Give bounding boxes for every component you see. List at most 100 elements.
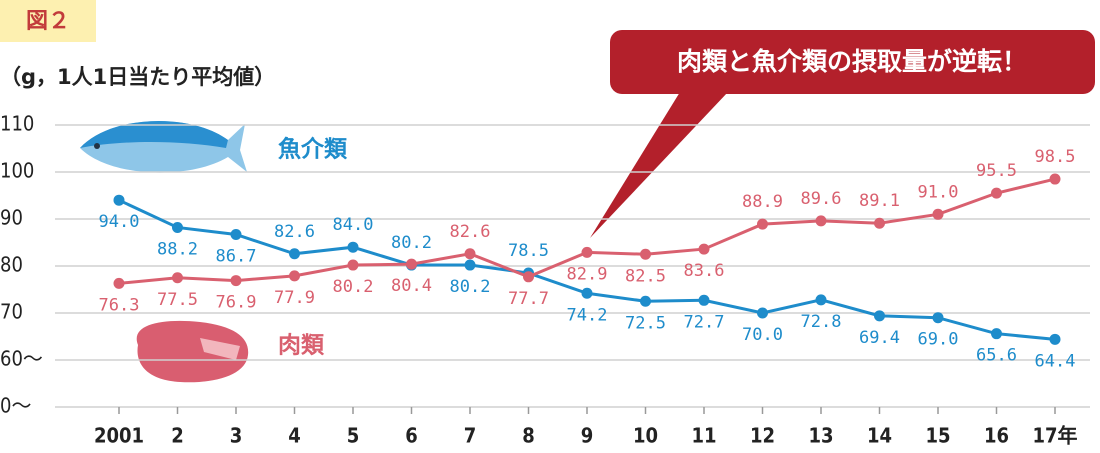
value-label: 95.5 <box>976 161 1017 181</box>
y-tick-label: 90 <box>0 206 23 230</box>
x-tick-label: 12 <box>750 424 775 448</box>
x-tick-label: 5 <box>347 424 360 448</box>
data-point <box>932 208 944 220</box>
value-label: 84.0 <box>333 215 374 235</box>
data-point <box>1049 333 1061 345</box>
value-label: 82.5 <box>625 266 666 286</box>
data-point <box>698 294 710 306</box>
y-tick-label: 100 <box>0 159 34 183</box>
value-label: 74.2 <box>567 305 608 325</box>
value-label: 76.9 <box>216 293 257 313</box>
value-label: 77.5 <box>157 290 198 310</box>
value-label: 94.0 <box>99 212 140 232</box>
data-point <box>932 312 944 324</box>
x-tick-label: 13 <box>808 424 833 448</box>
value-label: 65.6 <box>976 346 1017 366</box>
grid <box>55 124 1090 408</box>
data-point <box>757 218 768 230</box>
data-point <box>523 271 534 283</box>
fish-icon <box>80 120 247 173</box>
data-point <box>640 248 651 260</box>
value-label: 78.5 <box>508 241 549 261</box>
data-point <box>113 194 125 206</box>
value-label: 80.2 <box>450 277 491 297</box>
data-point <box>113 277 125 289</box>
value-label: 72.7 <box>684 312 725 332</box>
value-label: 82.6 <box>274 222 315 242</box>
y-tick-label: 80 <box>0 253 23 277</box>
value-label: 82.9 <box>567 264 608 284</box>
value-label: 89.1 <box>859 191 900 211</box>
data-point <box>347 259 359 271</box>
x-tick-label: 14 <box>867 424 892 448</box>
x-tick-label: 2 <box>171 424 184 448</box>
x-tick-label: 11 <box>691 424 716 448</box>
data-point <box>347 241 359 253</box>
y-tick-label: 70 <box>0 300 23 324</box>
y-tick-label: 0〜 <box>0 394 31 418</box>
data-point <box>874 217 885 229</box>
x-tick-label: 3 <box>230 424 243 448</box>
badge-bg <box>0 0 96 42</box>
value-label: 72.8 <box>801 312 842 332</box>
x-tick-label: 7 <box>464 424 477 448</box>
value-label: 69.0 <box>918 330 959 350</box>
x-tick-label: 4 <box>288 424 301 448</box>
value-label: 82.6 <box>450 222 491 242</box>
data-point <box>406 258 417 270</box>
value-label: 64.4 <box>1035 351 1076 371</box>
data-point <box>464 248 476 260</box>
value-label: 80.2 <box>333 277 374 297</box>
y-tick-label: 60〜 <box>0 347 43 371</box>
x-tick-label: 8 <box>522 424 535 448</box>
value-label: 91.0 <box>918 182 959 202</box>
value-label: 77.7 <box>508 289 549 309</box>
y-unit: （g，1人1日当たり平均値） <box>0 65 275 89</box>
value-label: 72.5 <box>625 313 666 333</box>
y-tick-label: 110 <box>0 112 34 136</box>
data-point <box>172 221 183 233</box>
value-label: 88.2 <box>157 239 198 259</box>
value-label: 98.5 <box>1035 147 1076 167</box>
x-tick-label: 16 <box>984 424 1009 448</box>
value-label: 89.6 <box>801 189 842 209</box>
annotation: 肉類と魚介類の摂取量が逆転！ <box>677 47 1027 76</box>
value-label: 80.2 <box>391 233 432 253</box>
data-point <box>1049 173 1061 185</box>
value-label: 70.0 <box>742 325 783 345</box>
data-point <box>757 307 768 319</box>
data-point <box>464 259 476 271</box>
value-label: 80.4 <box>391 276 432 296</box>
data-point <box>230 229 242 241</box>
legend-label: 魚介類 <box>278 136 348 163</box>
x-tick-label: 2001 <box>94 424 144 448</box>
x-tick-label: 6 <box>405 424 418 448</box>
data-point <box>991 187 1002 199</box>
meat-icon <box>136 320 249 383</box>
value-label: 88.9 <box>742 192 783 212</box>
x-tick-label: 9 <box>581 424 594 448</box>
data-point <box>289 248 300 260</box>
data-point <box>581 246 593 258</box>
value-label: 77.9 <box>274 288 315 308</box>
value-label: 76.3 <box>99 295 140 315</box>
value-label: 83.6 <box>684 261 725 281</box>
badge: 図２ <box>26 9 70 34</box>
legend-label: 肉類 <box>278 333 325 359</box>
data-point <box>230 275 242 287</box>
data-point <box>874 310 885 322</box>
data-point <box>289 270 300 282</box>
data-point <box>815 294 827 306</box>
annotation-callout <box>590 30 1095 238</box>
x-tick-label: 15 <box>925 424 950 448</box>
x-tick-label: 10 <box>633 424 658 448</box>
data-point <box>698 243 710 255</box>
data-point <box>815 215 827 227</box>
x-tick-label: 17年 <box>1032 424 1077 448</box>
data-point <box>172 272 183 284</box>
value-label: 86.7 <box>216 247 257 267</box>
value-label: 69.4 <box>859 328 900 348</box>
data-point <box>991 328 1002 340</box>
data-point <box>581 287 593 299</box>
